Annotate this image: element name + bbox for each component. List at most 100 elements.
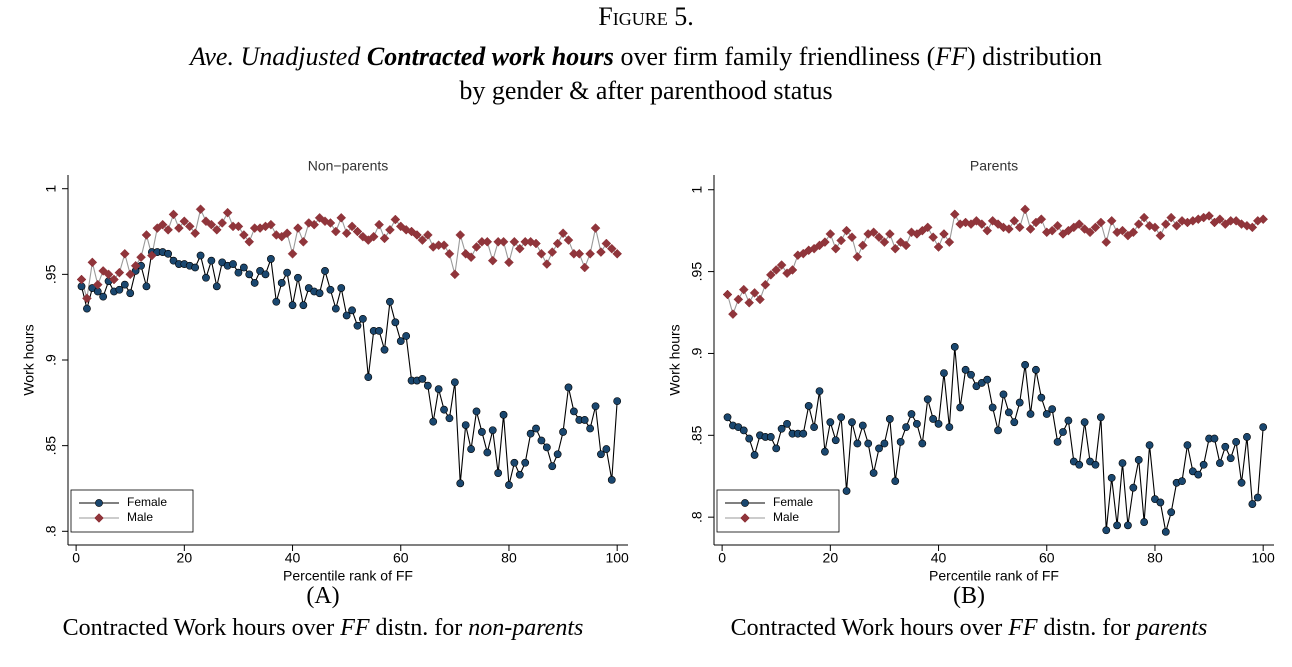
marker (1020, 204, 1030, 215)
marker (211, 224, 222, 235)
x-axis-label: Percentile rank of FF (283, 568, 413, 584)
marker (847, 232, 857, 243)
x-tick-label: 80 (1147, 550, 1163, 566)
marker (1199, 460, 1208, 469)
marker (949, 209, 960, 220)
marker (1242, 220, 1252, 231)
legend-label: Male (127, 510, 153, 524)
marker (379, 233, 390, 244)
marker (163, 224, 173, 235)
marker (125, 269, 136, 280)
x-tick-label: 60 (1039, 550, 1055, 566)
marker (303, 218, 314, 228)
marker (776, 260, 787, 270)
y-tick-label: .95 (43, 264, 59, 284)
marker (352, 226, 363, 237)
marker (842, 487, 851, 495)
marker (114, 267, 125, 278)
marker (174, 223, 184, 233)
x-tick-label: 20 (823, 550, 839, 566)
marker (1059, 428, 1067, 436)
marker (294, 273, 302, 282)
marker (466, 252, 476, 263)
marker (733, 294, 744, 305)
marker (217, 218, 228, 228)
panel-label: (A) (306, 583, 340, 609)
marker (483, 448, 492, 457)
x-tick-label: 0 (72, 550, 80, 566)
marker (261, 270, 270, 279)
marker (559, 428, 567, 436)
marker (918, 439, 927, 448)
marker (358, 314, 367, 323)
marker (1226, 454, 1235, 463)
marker (233, 221, 244, 232)
title-part: over firm family friendliness ( (613, 42, 936, 71)
marker (147, 250, 157, 261)
marker (364, 373, 373, 382)
marker (749, 288, 760, 298)
marker (944, 237, 955, 247)
marker (830, 243, 841, 254)
marker (87, 257, 98, 268)
caption-part: distn. for (369, 615, 469, 641)
marker (1259, 423, 1268, 432)
marker (613, 397, 622, 406)
marker (1004, 224, 1014, 234)
marker (1221, 442, 1230, 451)
marker (1118, 459, 1127, 468)
title-part: ) distribution (967, 42, 1103, 71)
marker (467, 445, 475, 453)
marker (1032, 365, 1040, 374)
marker (320, 216, 330, 227)
marker (402, 332, 411, 340)
marker (853, 439, 862, 448)
marker (836, 235, 847, 246)
marker (293, 223, 303, 233)
marker (976, 219, 987, 229)
marker (563, 235, 574, 245)
marker (934, 419, 943, 428)
marker (141, 230, 152, 240)
y-tick-label: .8 (43, 525, 59, 537)
marker (494, 469, 503, 477)
marker (607, 476, 616, 484)
marker (115, 285, 124, 294)
marker (961, 365, 970, 374)
chart-title: Parents (970, 158, 1018, 174)
caption-part: FF (1008, 615, 1038, 641)
marker (348, 306, 356, 315)
marker (525, 236, 536, 247)
marker (596, 247, 606, 257)
y-axis-label: Work hours (21, 324, 37, 395)
marker (745, 434, 754, 443)
marker (1036, 214, 1047, 225)
marker (777, 424, 786, 433)
marker (787, 265, 798, 275)
marker (553, 450, 562, 459)
marker (92, 279, 103, 290)
marker (412, 230, 422, 240)
marker (825, 229, 836, 239)
marker (1080, 418, 1089, 427)
marker (891, 477, 900, 486)
marker (168, 209, 179, 220)
marker (1247, 222, 1258, 233)
panel-caption: Contracted Work hours over FF distn. for… (0, 615, 646, 642)
marker (1090, 222, 1101, 233)
marker (450, 378, 459, 387)
figure-subtitle: by gender & after parenthood status (459, 76, 833, 105)
marker (548, 462, 557, 471)
marker (429, 417, 438, 426)
y-tick-label: .85 (43, 436, 59, 456)
marker (857, 240, 868, 251)
marker (1124, 521, 1132, 530)
marker (330, 226, 341, 237)
marker (998, 222, 1009, 233)
marker (744, 297, 755, 308)
marker (164, 249, 172, 258)
marker (515, 470, 524, 479)
caption-part: FF (340, 615, 370, 641)
marker (191, 263, 200, 272)
marker (1113, 521, 1121, 530)
